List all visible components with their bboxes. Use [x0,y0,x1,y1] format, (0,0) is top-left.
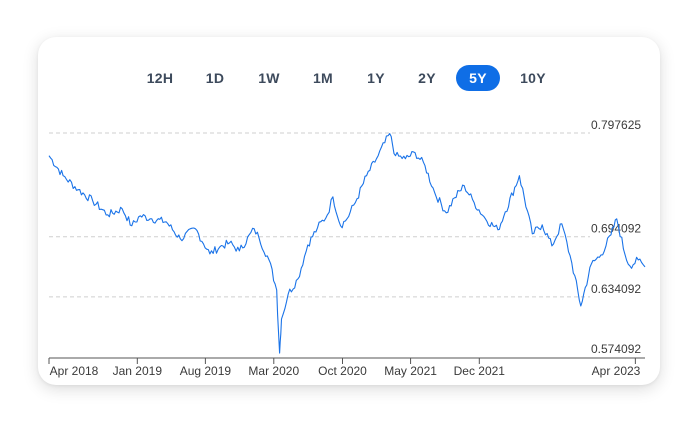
y-tick-label: 0.634092 [591,282,641,296]
range-button-1m[interactable]: 1M [312,70,334,86]
x-tick-label: Apr 2018 [50,364,99,378]
range-button-1w[interactable]: 1W [258,70,280,86]
x-tick-label: Mar 2020 [248,364,299,378]
range-button-5y[interactable]: 5Y [456,65,500,91]
x-tick-label: Apr 2023 [592,364,641,378]
x-tick-label: Jan 2019 [113,364,163,378]
chart-card: 12H 1D 1W 1M 1Y 2Y 5Y 10Y 0.797625 0.694092 0.634… [38,37,660,385]
range-button-2y[interactable]: 2Y [418,70,436,86]
y-tick-label: 0.797625 [591,118,641,132]
y-tick-label: 0.574092 [591,342,641,356]
x-tick-label: Oct 2020 [318,364,367,378]
time-range-selector: 12H 1D 1W 1M 1Y 2Y 5Y 10Y [38,65,660,91]
x-tick-label: Aug 2019 [180,364,232,378]
series-line [48,133,646,354]
price-chart: 0.797625 0.694092 0.634092 0.574092 Apr 2018… [48,118,646,378]
range-button-10y[interactable]: 10Y [520,70,546,86]
range-button-1d[interactable]: 1D [205,70,225,86]
x-tick-label: Dec 2021 [454,364,506,378]
range-button-12h[interactable]: 12H [146,70,174,86]
range-button-1y[interactable]: 1Y [367,70,385,86]
x-tick-label: May 2021 [384,364,437,378]
y-tick-label: 0.694092 [591,222,641,236]
